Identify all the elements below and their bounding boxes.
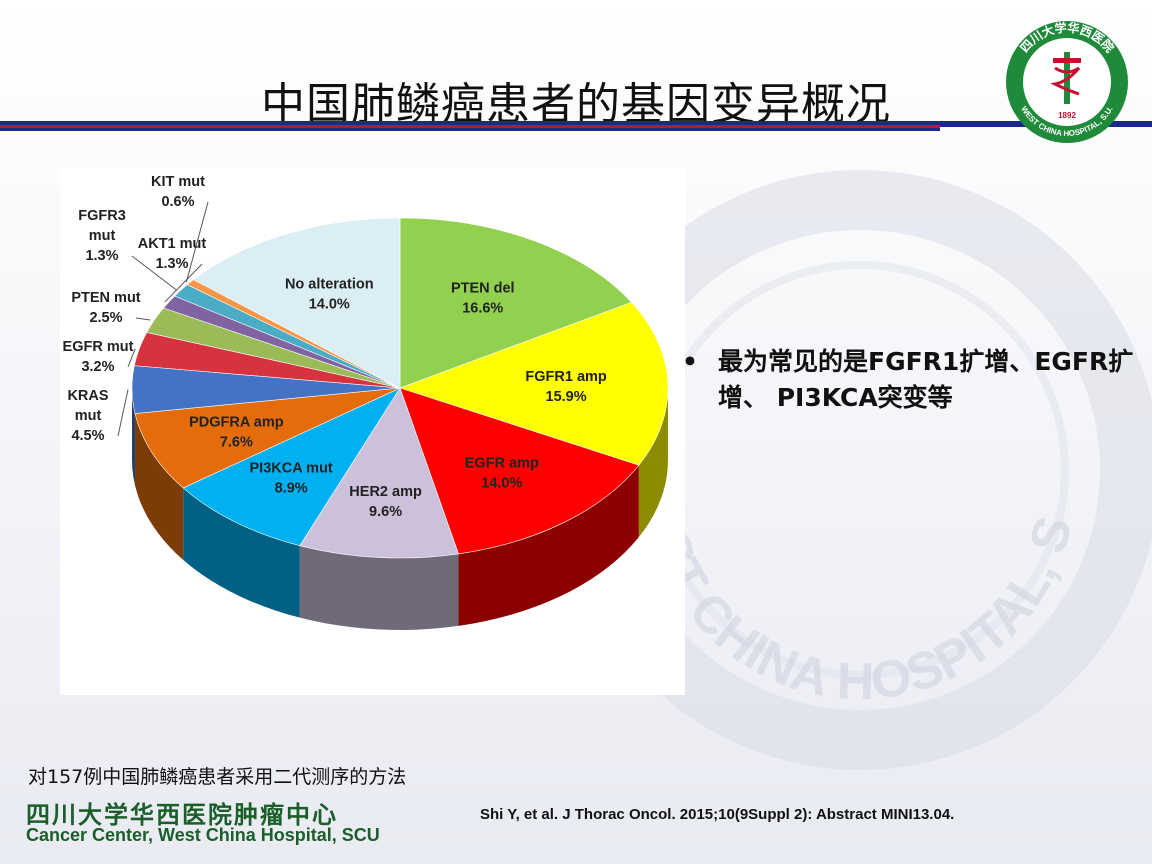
pie-wall-egfr-amp — [458, 465, 639, 626]
pie-wall-pi3kca-mut — [183, 487, 300, 618]
pie-label-fgfr3-mut: FGFR3 mut 1.3% — [78, 208, 126, 264]
pie-label-egfr-amp: EGFR amp 14.0% — [465, 455, 539, 491]
pie-slice-egfr-amp — [399, 387, 640, 555]
pie-side-walls — [132, 388, 668, 630]
logo-year: 1892 — [1058, 111, 1076, 120]
hospital-logo: 四川大学华西医院 WEST CHINA HOSPITAL, S.U. 1892 — [1006, 20, 1128, 143]
chart-panel: PTEN del 16.6% FGFR1 amp 15.9% EGFR amp 14.0%… — [60, 168, 685, 695]
pie-label-pi3kca-mut: PI3KCA mut 8.9% — [250, 460, 333, 496]
bullet-text: 最为常见的是FGFR1扩增、EGFR扩增、 PI3KCA突变等 — [718, 347, 1134, 412]
method-note: 对157例中国肺鳞癌患者采用二代测序的方法 — [28, 766, 407, 788]
pie-slice-her2-amp — [299, 387, 459, 559]
bullet-marker: • — [682, 347, 698, 376]
pie-label-pten-mut: PTEN mut 2.5% — [71, 290, 140, 326]
pie-leader-kras-mut — [117, 389, 129, 437]
pie-slice-no-alteration — [192, 217, 401, 389]
center-name-en: Cancer Center, West China Hospital, SCU — [26, 825, 380, 845]
pie-label-pten-del: PTEN del 16.6% — [451, 281, 515, 317]
pie-chart: PTEN del 16.6% FGFR1 amp 15.9% EGFR amp 14.0%… — [63, 174, 669, 630]
pie-slice-pi3kca-mut — [182, 387, 401, 547]
citation: Shi Y, et al. J Thorac Oncol. 2015;10(9S… — [480, 806, 955, 823]
pie-slices — [131, 217, 669, 559]
pie-wall-her2-amp — [299, 545, 459, 630]
pie-label-fgfr1-amp: FGFR1 amp 15.9% — [525, 369, 607, 405]
pie-leader-akt1-mut — [164, 263, 203, 303]
pie-slice-pdgfra-amp — [134, 387, 401, 489]
pie-labels: PTEN del 16.6% FGFR1 amp 15.9% EGFR amp 14.0%… — [63, 174, 607, 520]
pie-label-pdgfra-amp: PDGFRA amp 7.6% — [189, 415, 284, 451]
pie-label-akt1-mut: AKT1 mut 1.3% — [138, 236, 207, 272]
pie-label-kras-mut: KRAS mut 4.5% — [67, 388, 108, 444]
center-name-cn: 四川大学华西医院肿瘤中心 — [26, 800, 338, 829]
pie-label-no-alteration: No alteration 14.0% — [285, 277, 374, 313]
title-divider — [0, 121, 940, 131]
pie-label-egfr-mut: EGFR mut 3.2% — [63, 339, 134, 375]
pie-wall-kras-mut — [132, 388, 136, 486]
pie-label-kit-mut: KIT mut 0.6% — [151, 174, 205, 210]
pie-wall-pdgfra-amp — [135, 413, 184, 560]
pie-leader-fgfr3-mut — [131, 255, 178, 291]
caduceus-icon — [1050, 52, 1081, 104]
pie-label-her2-amp: HER2 amp 9.6% — [349, 484, 422, 520]
pie-wall-fgfr1-amp — [638, 388, 668, 538]
pie-leader-pten-mut — [135, 317, 151, 321]
pie-leader-egfr-mut — [127, 348, 136, 368]
pie-slice-pten-del — [399, 217, 633, 389]
pie-slice-fgfr1-amp — [399, 302, 669, 466]
pie-leader-kit-mut — [185, 201, 209, 283]
